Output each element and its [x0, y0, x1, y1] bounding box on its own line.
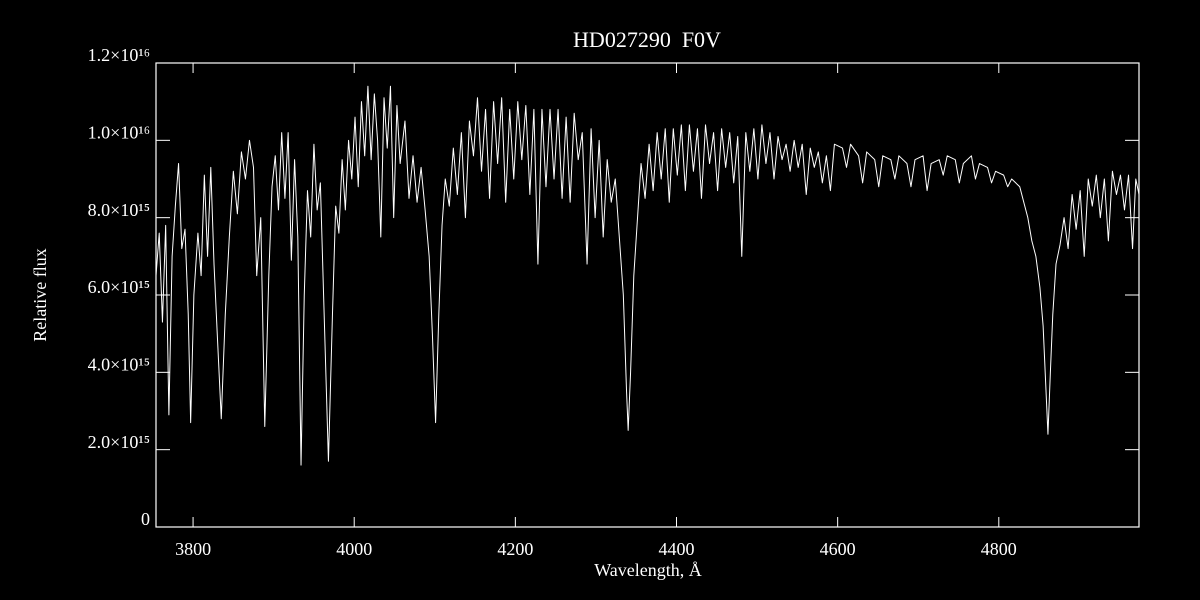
y-tick-label: 0 — [141, 509, 150, 529]
y-tick-label: 2.0×10¹⁵ — [88, 432, 150, 452]
x-tick-label: 4600 — [820, 539, 856, 559]
y-axis-label: Relative flux — [30, 248, 50, 341]
x-tick-label: 4000 — [336, 539, 372, 559]
x-tick-label: 4800 — [981, 539, 1017, 559]
spectrum-line — [155, 85, 1140, 466]
x-tick-label: 4400 — [659, 539, 695, 559]
x-axis-label: Wavelength, Å — [594, 560, 702, 580]
x-tick-label: 3800 — [175, 539, 211, 559]
x-tick-label: 4200 — [497, 539, 533, 559]
y-tick-label: 4.0×10¹⁵ — [88, 354, 150, 374]
chart-title: HD027290 F0V — [573, 27, 721, 52]
y-tick-label: 1.2×10¹⁶ — [88, 45, 150, 65]
y-tick-label: 1.0×10¹⁶ — [88, 122, 150, 142]
y-tick-label: 6.0×10¹⁵ — [88, 277, 150, 297]
y-tick-label: 8.0×10¹⁵ — [88, 200, 150, 220]
